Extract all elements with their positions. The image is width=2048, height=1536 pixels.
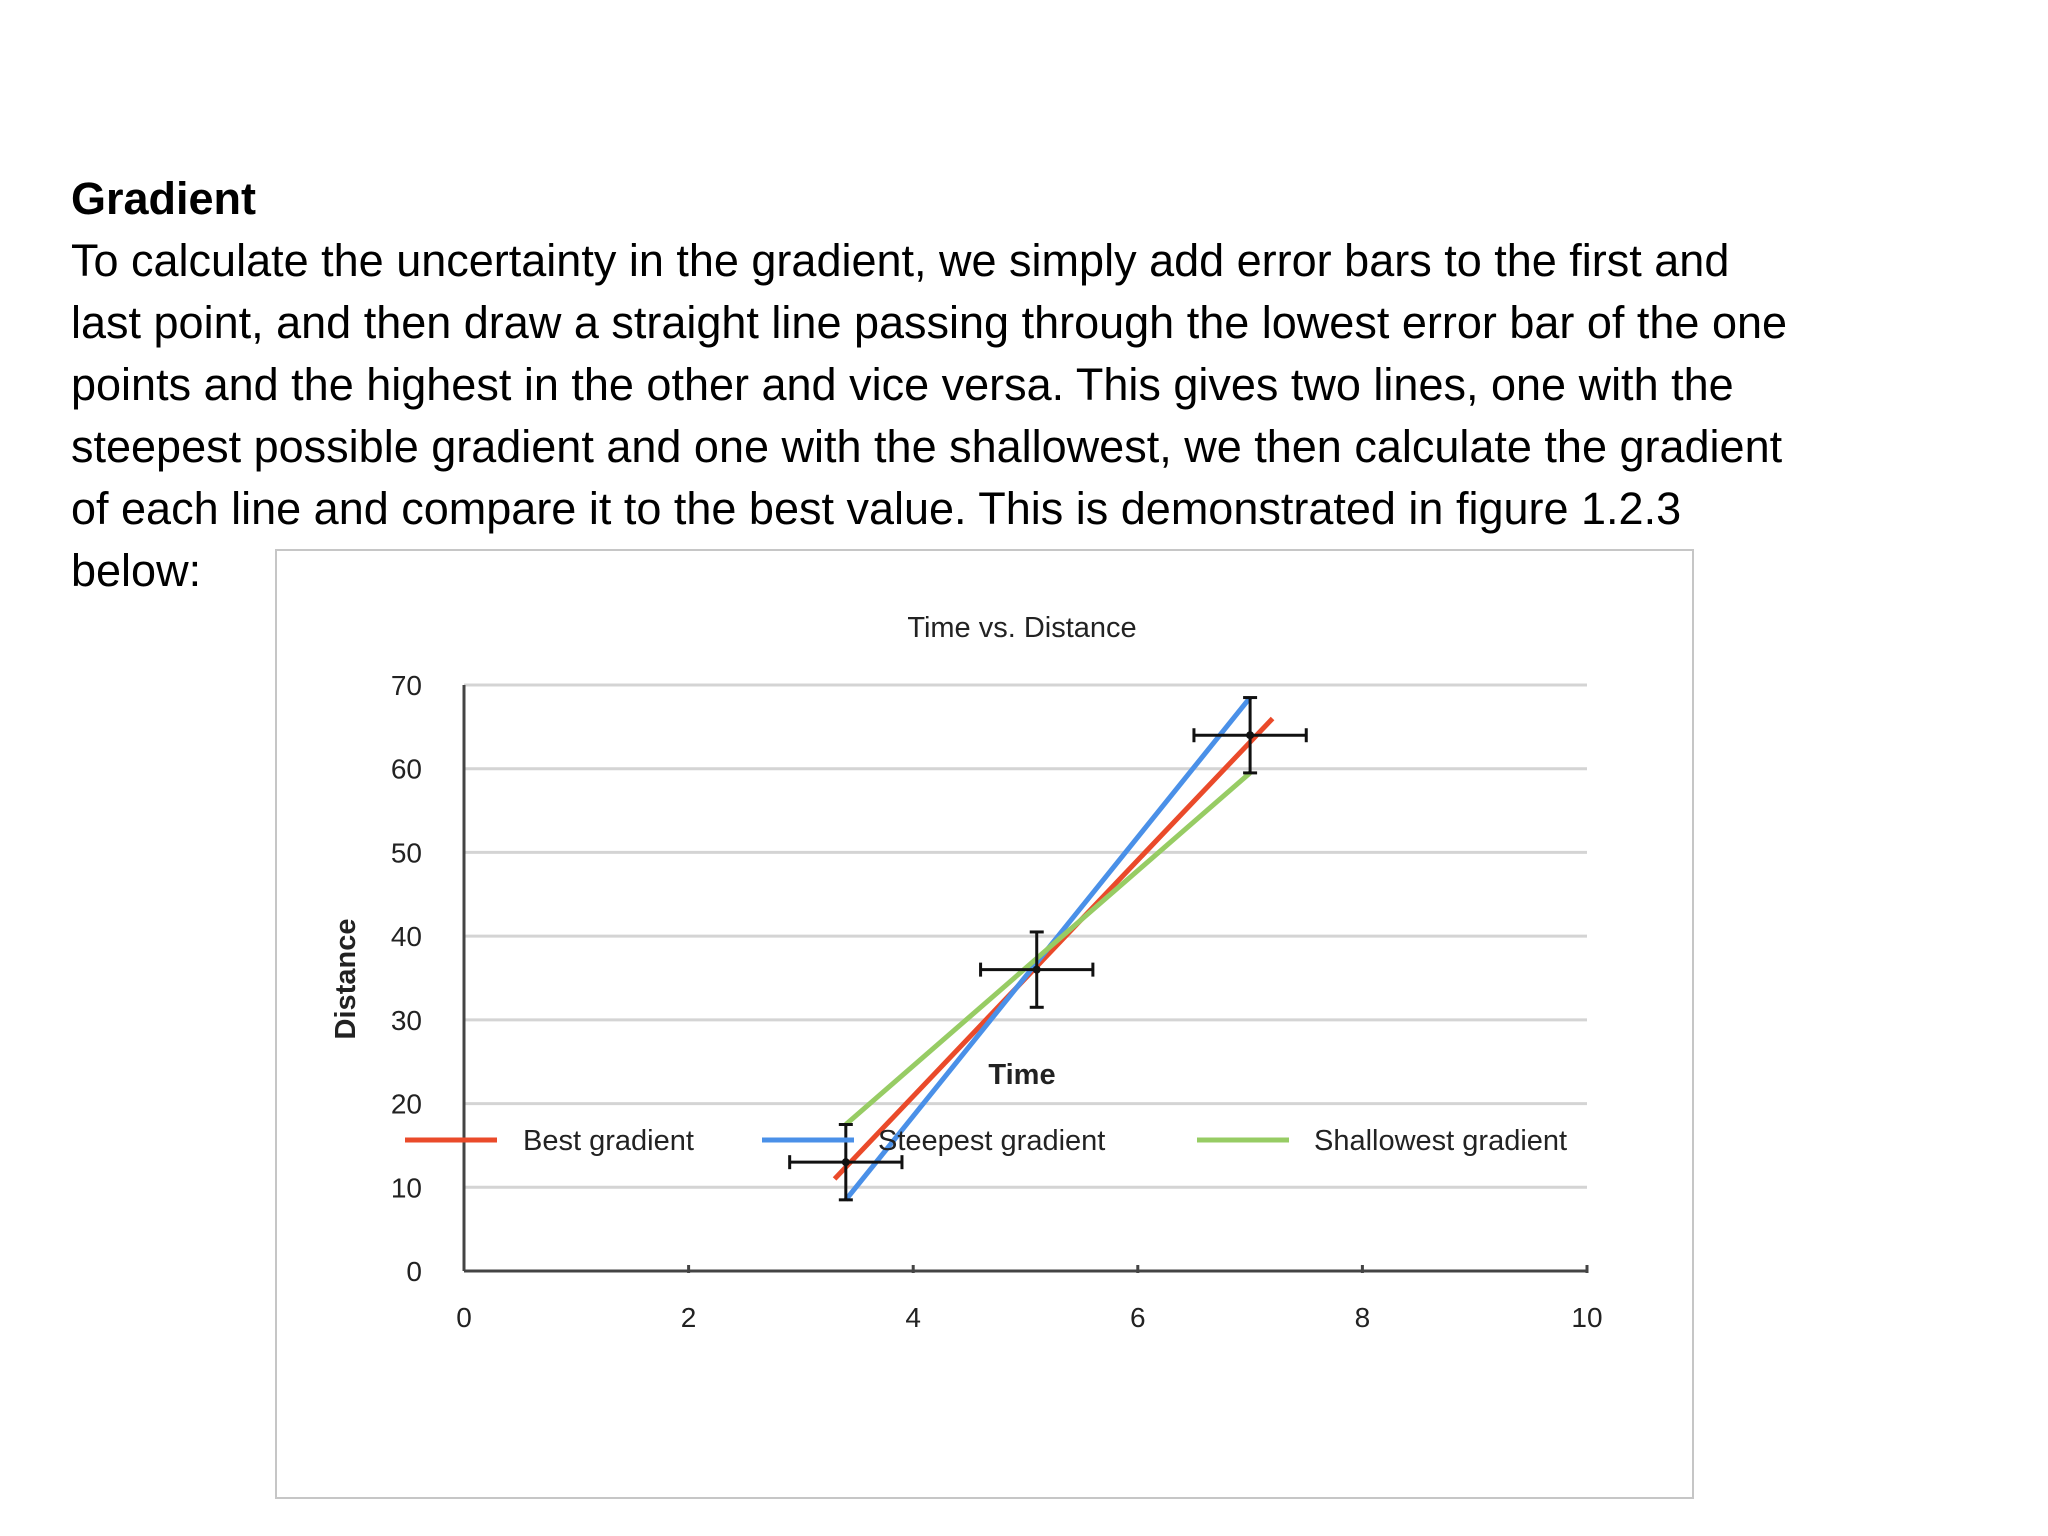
- x-tick-label-8: 8: [1355, 1302, 1371, 1333]
- data-point: [841, 1158, 850, 1167]
- error-bar-point-1: [788, 1123, 904, 1202]
- paragraph-line-5: of each line and compare it to the best …: [71, 483, 1682, 534]
- x-tick-label-0: 0: [456, 1302, 472, 1333]
- series-line-1: [832, 716, 1275, 1181]
- y-tick-label-70: 70: [391, 670, 422, 701]
- y-tick-label-50: 50: [391, 837, 422, 868]
- document-text: Gradient To calculate the uncertainty in…: [71, 168, 1971, 602]
- series-line-3: [844, 771, 1252, 1127]
- legend-item-1: Best gradient: [405, 1125, 694, 1157]
- error-bars: [788, 696, 1308, 1202]
- y-tick-label-60: 60: [391, 754, 422, 785]
- chart-title: Time vs. Distance: [907, 612, 1136, 644]
- y-tick-label-0: 0: [406, 1256, 422, 1287]
- heading: Gradient: [71, 173, 257, 224]
- x-tick-label-4: 4: [905, 1302, 921, 1333]
- paragraph-line-2: last point, and then draw a straight lin…: [71, 297, 1788, 348]
- legend-label: Steepest gradient: [878, 1125, 1105, 1157]
- error-bar-point-2: [979, 930, 1095, 1009]
- data-point: [1246, 731, 1255, 740]
- error-bar-point-3: [1192, 696, 1308, 775]
- legend: Best gradient Steepest gradient Shallowest…: [405, 1125, 1567, 1157]
- legend-item-2: Steepest gradient: [762, 1125, 1105, 1157]
- paragraph-line-6: below:: [71, 545, 202, 596]
- y-tick-label-30: 30: [391, 1005, 422, 1036]
- chart-figure: Time vs. Distance 0 10 20 30 40 50 60 70 0 2 4 6 8 10…: [275, 549, 1694, 1499]
- grid-lines: [464, 683, 1587, 1189]
- legend-item-3: Shallowest gradient: [1197, 1125, 1567, 1157]
- data-point: [1032, 965, 1041, 974]
- axes: 0 10 20 30 40 50 60 70 0 2 4 6 8 10: [391, 670, 1603, 1333]
- paragraph-line-3: points and the highest in the other and …: [71, 359, 1734, 410]
- paragraph-line-1: To calculate the uncertainty in the grad…: [71, 235, 1730, 286]
- y-axis-label: Distance: [330, 919, 362, 1040]
- x-axis-label: Time: [988, 1059, 1055, 1091]
- y-tick-label-20: 20: [391, 1089, 422, 1120]
- x-tick-label-2: 2: [681, 1302, 697, 1333]
- y-tick-label-10: 10: [391, 1172, 422, 1203]
- y-tick-label-40: 40: [391, 921, 422, 952]
- x-tick-label-6: 6: [1130, 1302, 1146, 1333]
- x-tick-label-10: 10: [1571, 1302, 1602, 1333]
- legend-label: Best gradient: [523, 1125, 694, 1157]
- legend-label: Shallowest gradient: [1314, 1125, 1567, 1157]
- series-lines: [832, 695, 1275, 1202]
- paragraph-line-4: steepest possible gradient and one with …: [71, 421, 1783, 472]
- chart-svg: Time vs. Distance 0 10 20 30 40 50 60 70 0 2 4 6 8 10…: [330, 612, 1603, 1333]
